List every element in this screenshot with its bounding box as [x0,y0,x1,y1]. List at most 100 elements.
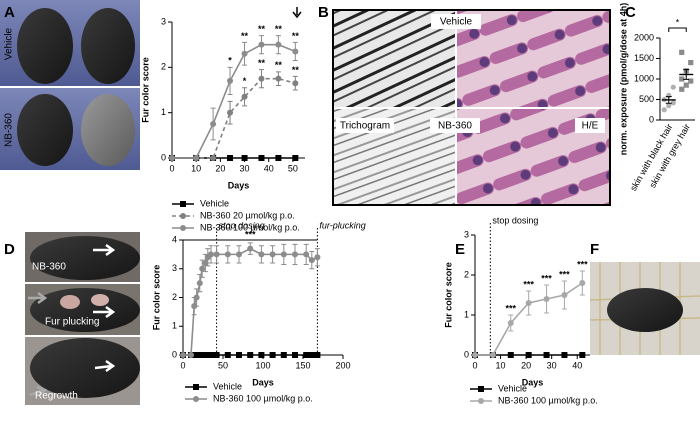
marker [241,93,248,100]
marker [661,107,667,113]
label-box [336,118,394,133]
photo-mouse [30,338,140,398]
photo-label: Trichogram [340,121,390,132]
y-tick-label: 0 [649,114,654,124]
significance: * [228,56,232,66]
marker [561,352,568,358]
marker [213,251,220,258]
y-tick-label: 2000 [634,32,654,42]
marker [247,352,254,358]
marker [227,77,234,84]
marker [679,49,685,55]
x-tick-label: 100 [255,360,270,370]
marker [193,155,200,161]
photo-label: Regrowth [35,391,78,402]
marker [688,78,694,84]
marker [258,251,265,258]
x-tick-label: 150 [295,360,310,370]
marker [303,352,310,358]
marker [208,352,214,358]
legend-label: NB-360 100 µmol/kg p.o. [213,393,313,403]
marker [579,352,586,358]
x-tick-label: 20 [215,163,225,173]
x-tick-label: 20 [521,360,531,370]
marker [666,103,672,109]
legend-label: NB-360 20 µmol/kg p.o. [200,210,295,220]
panel-letter: C [625,4,636,21]
marker [688,60,694,66]
marker [199,352,206,358]
y-tick-label: 3 [161,16,166,26]
marker [210,155,217,161]
marker [275,75,282,82]
marker [258,75,265,82]
y-tick-label: 500 [639,94,654,104]
panel-letter: F [590,241,599,258]
arrow [93,243,116,257]
y-tick-label: 1 [172,321,177,331]
photo-label: NB-360 [4,113,15,147]
y-tick-label: 1 [464,309,469,319]
x-tick-label: 50 [218,360,228,370]
marker [314,254,321,261]
x-tick-label: 30 [547,360,557,370]
x-tick-label: 0 [472,360,477,370]
arrow [292,7,302,19]
photo-label: Vehicle [440,17,473,28]
x-tick-label: 10 [191,163,201,173]
marker [224,352,231,358]
x-axis-label: Days [252,377,274,387]
y-tick-label: 4 [172,234,177,244]
marker [180,225,186,231]
marker [292,352,298,358]
label-box [431,14,481,29]
significance: * [243,76,247,86]
photo-mouse [81,94,135,166]
y-axis-label: Fur color score [443,262,453,328]
y-tick-label: 3 [464,229,469,239]
y-tick-label: 3 [172,263,177,273]
significance: ** [241,31,249,41]
marker [180,201,186,207]
marker [169,155,175,161]
y-tick-label: 2 [172,292,177,302]
arrow [28,291,48,305]
marker [275,155,282,161]
photo-mouse [30,236,140,280]
y-tick-label: 2 [161,62,166,72]
y-tick-label: 0 [172,349,177,359]
y-axis-label: Fur color score [151,265,161,331]
marker [489,352,496,358]
marker [227,155,234,161]
significance: ** [275,24,283,34]
x-axis-label: Days [228,180,250,190]
marker [196,280,203,287]
x-tick-label: 30 [240,163,250,173]
panel-letter: B [318,4,329,21]
y-axis-label: norm. exposure (pmol/g/dose at 4h) [618,3,628,156]
photo [457,10,610,107]
marker [525,352,532,358]
legend-label: Vehicle [200,198,229,208]
vline-label: stop dosing [492,215,538,225]
marker [478,386,484,392]
y-tick-label: 1 [161,107,166,117]
legend-label: Vehicle [213,381,242,391]
photo-mouse [607,288,683,332]
marker [213,352,220,358]
panel-f-photo [589,262,700,355]
marker [247,245,254,252]
panel-d-photos [25,232,140,405]
marker [543,352,550,358]
photo-label: NB-360 [438,121,472,132]
x-tick-label: 10 [496,360,506,370]
y-tick-label: 1000 [634,73,654,83]
frame [332,9,611,206]
marker [543,296,550,302]
marker [679,76,685,82]
marker [208,251,214,258]
y-tick-label: 0 [464,349,469,359]
marker [224,251,231,258]
panel-letter: A [4,4,15,21]
photo-mouse [81,8,135,84]
